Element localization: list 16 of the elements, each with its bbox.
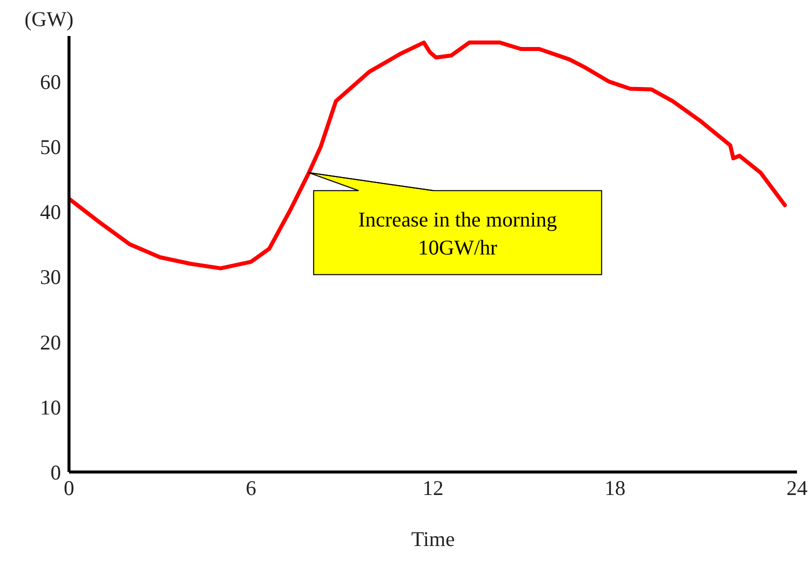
annotation: Increase in the morning 10GW/hr — [358, 208, 558, 260]
y-tick-label: 60 — [40, 70, 61, 94]
y-tick-label: 0 — [50, 460, 61, 484]
y-tick-label: 30 — [40, 265, 61, 290]
x-tick-label: 6 — [246, 476, 256, 500]
line-series — [69, 40, 787, 270]
x-axis-title: Time — [411, 527, 455, 551]
y-tick-label: 20 — [40, 330, 61, 354]
y-tick-label: 50 — [40, 135, 61, 160]
callout-box: Increase in the morning 10GW/hr — [308, 172, 602, 276]
x-tick-label: 18 — [604, 476, 626, 500]
x-tick-label: 24 — [786, 476, 808, 500]
y-tick-label: 40 — [40, 200, 61, 224]
x-tick-label: 12 — [422, 476, 444, 500]
y-tick-label: 10 — [40, 395, 61, 420]
y-axis-title: (GW) — [24, 7, 74, 31]
